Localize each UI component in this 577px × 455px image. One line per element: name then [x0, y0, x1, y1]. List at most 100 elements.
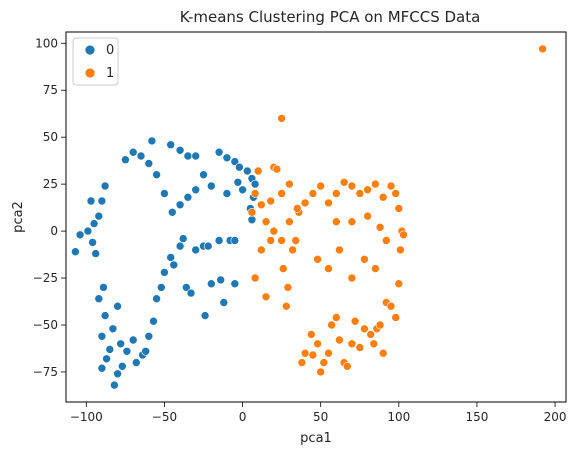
- data-point-cluster-1: [347, 273, 357, 283]
- data-point-cluster-1: [283, 283, 293, 292]
- data-point-cluster-0: [169, 260, 179, 270]
- x-tick-label: 0: [239, 410, 247, 424]
- data-point-cluster-1: [300, 348, 310, 358]
- data-point-cluster-0: [178, 234, 188, 243]
- data-point-cluster-1: [278, 264, 288, 273]
- data-point-cluster-0: [141, 346, 150, 356]
- y-tick-label: 0: [50, 224, 58, 238]
- data-point-cluster-1: [288, 245, 297, 255]
- data-point-cluster-0: [191, 151, 200, 161]
- data-point-cluster-0: [122, 346, 132, 356]
- data-point-cluster-0: [207, 279, 216, 289]
- data-point-cluster-0: [238, 185, 247, 195]
- data-point-cluster-1: [300, 198, 310, 208]
- data-point-cluster-1: [386, 181, 396, 191]
- data-point-cluster-1: [366, 330, 376, 339]
- data-point-cluster-0: [128, 147, 138, 157]
- data-point-cluster-1: [261, 292, 271, 302]
- data-point-cluster-1: [285, 217, 294, 226]
- data-point-cluster-0: [147, 136, 157, 146]
- data-point-cluster-0: [191, 245, 200, 255]
- data-point-cluster-1: [285, 179, 294, 189]
- legend: 0 1: [72, 37, 119, 86]
- data-point-cluster-0: [214, 147, 224, 157]
- data-point-cluster-1: [313, 339, 322, 349]
- data-point-cluster-1: [394, 204, 404, 213]
- data-point-cluster-1: [538, 44, 547, 54]
- data-point-cluster-0: [203, 241, 213, 251]
- data-point-cluster-1: [250, 189, 260, 198]
- data-point-cluster-1: [324, 348, 333, 358]
- data-point-cluster-1: [277, 114, 286, 123]
- data-point-cluster-1: [256, 245, 266, 255]
- data-point-cluster-1: [339, 178, 349, 187]
- data-point-cluster-1: [331, 313, 341, 322]
- data-point-cluster-1: [363, 185, 372, 195]
- data-point-cluster-0: [230, 157, 240, 166]
- data-point-cluster-1: [347, 181, 357, 191]
- legend-label-0: 0: [106, 43, 114, 58]
- data-point-cluster-0: [110, 380, 119, 390]
- y-axis-ticks: −75 −50 −25 0 25 50 75 100: [33, 36, 66, 379]
- data-point-cluster-0: [160, 268, 169, 277]
- data-point-cluster-0: [230, 236, 240, 245]
- data-point-cluster-1: [371, 179, 380, 189]
- data-point-cluster-1: [308, 350, 318, 360]
- data-point-cluster-1: [266, 236, 276, 245]
- data-point-cluster-1: [347, 217, 357, 226]
- data-point-cluster-1: [355, 189, 365, 198]
- data-point-cluster-1: [331, 189, 341, 198]
- data-point-cluster-1: [269, 226, 279, 236]
- data-point-cluster-0: [250, 179, 260, 189]
- data-point-cluster-0: [118, 361, 127, 371]
- data-point-cluster-0: [199, 170, 208, 179]
- data-point-cluster-0: [144, 159, 154, 168]
- data-point-cluster-1: [335, 245, 344, 255]
- data-point-cluster-1: [324, 198, 333, 208]
- legend-marker-0: [84, 44, 96, 56]
- data-point-cluster-0: [136, 151, 146, 161]
- data-point-cluster-0: [128, 335, 138, 345]
- x-tick-label: −100: [70, 410, 103, 424]
- y-tick-label: 50: [43, 130, 58, 144]
- data-point-cluster-0: [152, 294, 161, 304]
- data-point-cluster-1: [281, 301, 291, 311]
- data-point-cluster-1: [381, 236, 391, 245]
- x-tick-label: 150: [465, 410, 488, 424]
- data-point-cluster-0: [99, 283, 108, 292]
- data-point-cluster-0: [166, 140, 175, 149]
- data-point-cluster-1: [324, 264, 333, 273]
- data-point-cluster-1: [375, 320, 385, 330]
- data-point-cluster-0: [186, 288, 196, 298]
- y-tick-label: 100: [35, 36, 58, 50]
- data-point-cluster-1: [378, 193, 388, 202]
- data-point-cluster-1: [272, 164, 282, 174]
- data-point-cluster-0: [100, 311, 110, 320]
- data-point-cluster-1: [316, 367, 326, 377]
- data-point-cluster-0: [183, 151, 193, 161]
- data-point-cluster-1: [369, 339, 379, 349]
- data-point-cluster-0: [121, 155, 130, 164]
- data-point-cluster-0: [108, 324, 118, 334]
- data-point-cluster-0: [116, 339, 125, 349]
- data-point-cluster-0: [216, 275, 225, 285]
- data-point-cluster-1: [378, 348, 388, 358]
- data-point-cluster-1: [350, 316, 360, 326]
- data-point-cluster-0: [113, 369, 122, 379]
- data-point-cluster-0: [175, 200, 185, 210]
- x-tick-label: 200: [544, 410, 567, 424]
- data-point-cluster-1: [250, 273, 260, 283]
- data-point-cluster-0: [100, 181, 110, 191]
- x-axis-ticks: −100 −50 0 50 100 150 200: [70, 402, 567, 424]
- data-point-cluster-1: [347, 339, 357, 349]
- data-point-cluster-1: [319, 358, 329, 367]
- data-point-cluster-0: [88, 238, 97, 247]
- data-point-cluster-0: [175, 241, 185, 251]
- data-point-cluster-1: [292, 204, 302, 213]
- x-tick-label: −50: [152, 410, 177, 424]
- data-point-cluster-1: [396, 245, 405, 255]
- plot-area: [65, 31, 567, 403]
- data-point-cluster-1: [371, 264, 380, 273]
- y-tick-label: −75: [33, 365, 58, 379]
